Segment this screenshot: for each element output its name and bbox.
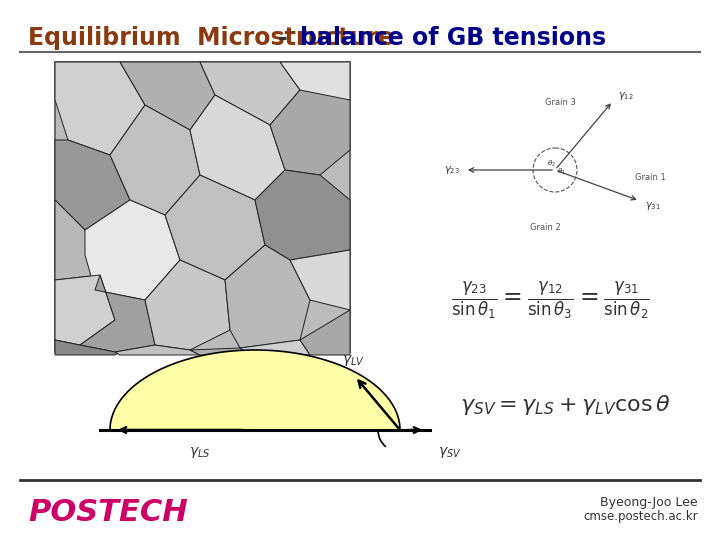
Polygon shape	[225, 245, 310, 348]
Text: balance of GB tensions: balance of GB tensions	[300, 26, 606, 50]
Text: -: -	[278, 26, 288, 50]
Polygon shape	[110, 350, 400, 430]
Text: Grain 2: Grain 2	[530, 223, 560, 232]
Text: $\theta_1$: $\theta_1$	[557, 167, 566, 177]
Text: $\gamma_{23}$: $\gamma_{23}$	[444, 164, 460, 176]
Polygon shape	[300, 310, 350, 355]
Polygon shape	[55, 275, 115, 345]
Text: $\theta_2$: $\theta_2$	[547, 159, 556, 169]
Polygon shape	[270, 90, 350, 175]
Polygon shape	[55, 140, 130, 230]
Bar	[55, 62, 350, 352]
Text: $\gamma_{12}$: $\gamma_{12}$	[618, 90, 634, 102]
Polygon shape	[85, 200, 180, 300]
Polygon shape	[240, 340, 310, 355]
Text: Byeong-Joo Lee: Byeong-Joo Lee	[600, 496, 698, 509]
Polygon shape	[200, 62, 300, 125]
Polygon shape	[280, 62, 350, 130]
Text: $\gamma_{SV}$: $\gamma_{SV}$	[438, 445, 462, 460]
Text: $\gamma_{LV}$: $\gamma_{LV}$	[341, 353, 364, 368]
Polygon shape	[55, 62, 145, 155]
Polygon shape	[55, 200, 100, 280]
Circle shape	[533, 148, 577, 192]
Text: $\frac{\gamma_{23}}{\sin\theta_1} = \frac{\gamma_{12}}{\sin\theta_3} = \frac{\ga: $\frac{\gamma_{23}}{\sin\theta_1} = \fra…	[451, 279, 649, 321]
Polygon shape	[55, 340, 120, 355]
Polygon shape	[190, 348, 250, 355]
Polygon shape	[165, 175, 265, 280]
Polygon shape	[190, 95, 285, 200]
Text: cmse.postech.ac.kr: cmse.postech.ac.kr	[583, 510, 698, 523]
Text: $\gamma_{31}$: $\gamma_{31}$	[644, 200, 660, 212]
Polygon shape	[290, 250, 350, 310]
Polygon shape	[115, 345, 200, 355]
Polygon shape	[110, 105, 200, 215]
Polygon shape	[80, 275, 155, 352]
Text: $\theta$: $\theta$	[372, 404, 384, 420]
Polygon shape	[145, 260, 230, 350]
Text: Equilibrium  Microstructure: Equilibrium Microstructure	[28, 26, 394, 50]
Text: Grain 1: Grain 1	[635, 173, 666, 182]
Polygon shape	[120, 62, 215, 130]
Polygon shape	[255, 170, 350, 260]
Text: $\gamma_{LS}$: $\gamma_{LS}$	[189, 445, 211, 460]
Text: POSTECH: POSTECH	[28, 498, 188, 527]
Text: $\gamma_{SV} = \gamma_{LS} + \gamma_{LV}\cos\theta$: $\gamma_{SV} = \gamma_{LS} + \gamma_{LV}…	[459, 393, 670, 417]
Text: Grain 3: Grain 3	[544, 98, 575, 107]
